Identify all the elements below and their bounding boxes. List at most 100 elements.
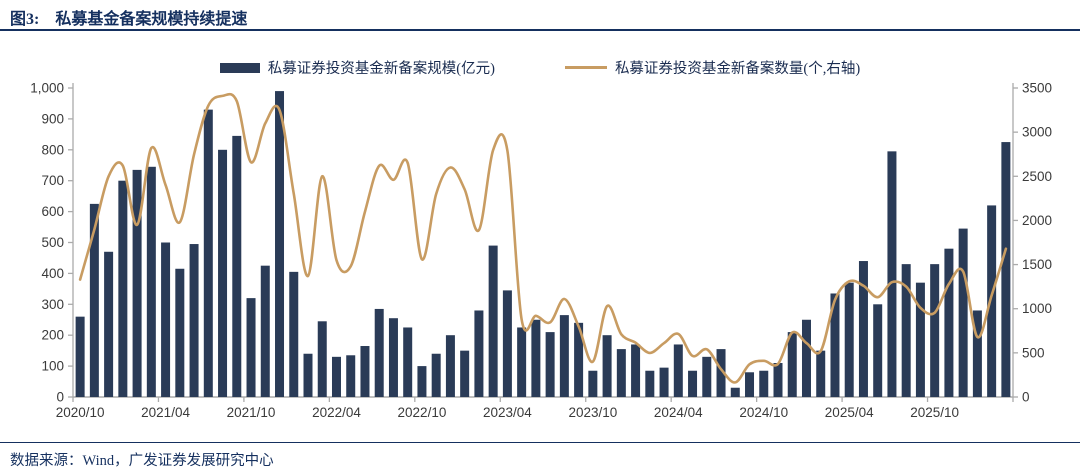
- y-left-tick-label: 500: [41, 235, 64, 250]
- bar-2026/02: [987, 205, 997, 397]
- x-tick-label: 2025/10: [910, 405, 959, 420]
- y-right-tick-label: 500: [1022, 345, 1045, 360]
- y-left-tick-label: 300: [41, 297, 64, 312]
- y-left-tick-label: 200: [41, 328, 64, 343]
- bar-2022/09: [403, 327, 413, 397]
- bar-2022/03: [317, 321, 327, 397]
- bar-2020/11: [89, 203, 99, 397]
- bar-2022/01: [289, 271, 299, 397]
- bar-2021/12: [275, 91, 285, 397]
- bar-2026/03: [1001, 142, 1011, 397]
- bar-2024/05: [688, 370, 698, 397]
- bar-2024/04: [673, 344, 683, 397]
- x-tick-label: 2025/04: [825, 405, 874, 420]
- y-left-tick-label: 1,000: [30, 81, 64, 96]
- y-left-tick-label: 800: [41, 142, 64, 157]
- chart-legend: 私募证券投资基金新备案规模(亿元) 私募证券投资基金新备案数量(个,右轴): [0, 57, 1080, 78]
- y-right-tick-label: 1500: [1022, 257, 1052, 272]
- bar-2021/09: [232, 135, 242, 397]
- bar-2024/07: [716, 349, 726, 397]
- bar-2022/06: [360, 346, 370, 397]
- bar-2022/12: [445, 335, 455, 397]
- legend-item-line-series: 私募证券投资基金新备案数量(个,右轴): [564, 57, 861, 78]
- y-left-tick-label: 900: [41, 111, 64, 126]
- bar-2023/07: [545, 332, 555, 397]
- figure-label: 图3:: [10, 11, 40, 28]
- bar-2025/09: [915, 282, 925, 397]
- bar-2023/01: [460, 350, 470, 397]
- y-right-tick-label: 3000: [1022, 125, 1052, 140]
- bar-2025/06: [873, 304, 883, 397]
- figure-title: 私募基金备案规模持续提速: [55, 11, 248, 28]
- bar-2025/07: [887, 151, 897, 397]
- bar-2021/06: [189, 244, 199, 397]
- bar-2021/02: [132, 169, 142, 397]
- bar-2024/08: [730, 387, 740, 397]
- x-tick-label: 2022/04: [312, 405, 361, 420]
- bar-2022/04: [331, 356, 341, 397]
- bar-2023/05: [517, 327, 527, 397]
- bar-2020/12: [104, 251, 114, 397]
- bar-2025/08: [901, 264, 911, 397]
- figure-title-row: 图3: 私募基金备案规模持续提速: [10, 5, 247, 29]
- title-divider: [0, 29, 1080, 31]
- bar-series-label: 私募证券投资基金新备案规模(亿元): [267, 61, 495, 77]
- bar-2021/01: [118, 180, 128, 397]
- bar-2022/10: [417, 366, 427, 397]
- bar-2023/09: [574, 322, 584, 397]
- bar-2021/10: [246, 298, 256, 397]
- bar-2025/03: [830, 293, 840, 397]
- bar-2024/03: [659, 367, 669, 397]
- bar-2023/11: [602, 335, 612, 397]
- bar-2024/11: [773, 363, 783, 397]
- bar-2025/11: [944, 248, 954, 397]
- y-left-tick-label: 600: [41, 204, 64, 219]
- bar-2023/12: [616, 349, 626, 397]
- bar-2025/12: [958, 228, 968, 397]
- bar-2023/03: [488, 245, 498, 397]
- bar-2022/08: [388, 318, 398, 397]
- x-tick-label: 2024/10: [739, 405, 788, 420]
- bar-2021/05: [175, 268, 185, 397]
- x-tick-label: 2020/10: [56, 405, 105, 420]
- y-right-tick-label: 1000: [1022, 301, 1052, 316]
- bar-2023/04: [502, 290, 512, 397]
- x-tick-label: 2021/10: [227, 405, 276, 420]
- y-right-tick-label: 2000: [1022, 213, 1052, 228]
- bar-2021/03: [146, 166, 156, 397]
- bar-2025/10: [930, 264, 940, 397]
- bar-series-swatch-icon: [219, 62, 260, 73]
- data-source: 数据来源：Wind，广发证券发展研究中心: [10, 453, 274, 469]
- x-tick-label: 2024/04: [654, 405, 703, 420]
- y-right-tick-label: 2500: [1022, 169, 1052, 184]
- x-tick-label: 2022/10: [398, 405, 447, 420]
- bar-2021/04: [161, 242, 171, 397]
- bar-2022/07: [374, 308, 384, 397]
- bar-2023/06: [531, 319, 541, 397]
- bar-2022/11: [431, 353, 441, 397]
- bar-2023/10: [588, 370, 598, 397]
- bar-2022/02: [303, 353, 313, 397]
- bar-2024/01: [631, 344, 641, 397]
- bar-2024/02: [645, 370, 655, 397]
- legend-item-bar-series: 私募证券投资基金新备案规模(亿元): [219, 57, 495, 78]
- bar-2024/10: [759, 370, 769, 397]
- bar-2020/10: [75, 316, 85, 397]
- count-line: [78, 92, 1008, 384]
- bar-2023/02: [474, 310, 484, 397]
- bar-2024/12: [787, 332, 797, 397]
- bar-2026/01: [972, 310, 982, 397]
- line-series-label: 私募证券投资基金新备案数量(个,右轴): [614, 61, 861, 77]
- y-left-tick-label: 700: [41, 173, 64, 188]
- bar-2024/09: [745, 372, 755, 397]
- y-left-tick-label: 100: [41, 359, 64, 374]
- y-left-tick-label: 0: [56, 390, 64, 405]
- y-right-tick-label: 0: [1022, 390, 1030, 405]
- y-left-tick-label: 400: [41, 266, 64, 281]
- bar-2025/01: [801, 319, 811, 397]
- bar-2021/07: [203, 109, 213, 397]
- bar-2025/04: [844, 282, 854, 397]
- bar-2025/05: [858, 261, 868, 397]
- footer-divider: [0, 442, 1080, 443]
